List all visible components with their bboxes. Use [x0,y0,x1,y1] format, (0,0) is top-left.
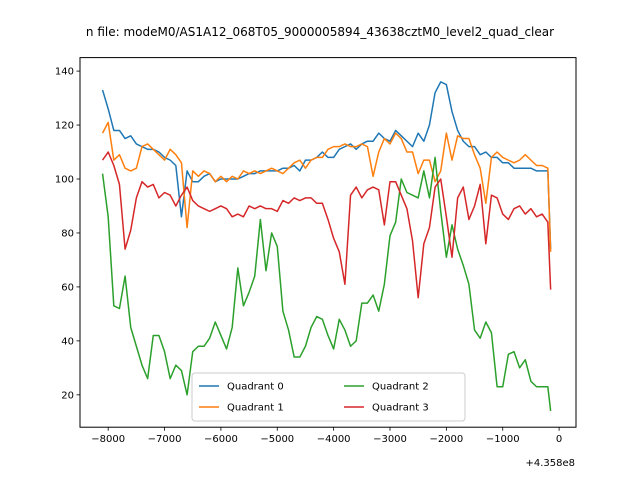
y-tick-label: 120 [55,121,74,132]
x-tick-label: −6000 [204,434,238,445]
legend: Quadrant 0 Quadrant 1 Quadrant 2 Quadrant 3 [191,372,466,422]
plot-area [101,81,552,412]
x-tick-label: −8000 [91,434,125,445]
legend-label-quadrant-0: Quadrant 0 [227,382,284,393]
legend-label-quadrant-2: Quadrant 2 [372,382,429,393]
series-line-quadrant-3 [101,151,552,299]
y-tick-label: 20 [61,390,74,401]
x-offset-label: +4.358e8 [525,458,575,469]
y-tick-label: 140 [55,67,74,78]
series-line-quadrant-0 [101,81,552,250]
series-line-quadrant-2 [101,156,552,412]
chart-title: n file: modeM0/AS1A12_068T05_9000005894_… [86,25,554,39]
x-tick-label: −5000 [260,434,294,445]
x-axis: −8000 −7000 −6000 −5000 −4000 −3000 −2000 −1000… [91,427,562,445]
legend-box [191,372,466,422]
y-tick-label: 40 [61,336,74,347]
x-tick-label: −2000 [429,434,463,445]
legend-label-quadrant-3: Quadrant 3 [372,403,429,414]
y-axis: 20 40 60 80 100 120 140 [55,67,80,401]
x-tick-label: −7000 [148,434,182,445]
y-tick-label: 80 [61,228,74,239]
x-tick-label: −1000 [486,434,520,445]
series-line-quadrant-1 [101,121,552,252]
y-tick-label: 100 [55,175,74,186]
x-tick-label: −3000 [373,434,407,445]
legend-label-quadrant-1: Quadrant 1 [227,403,284,414]
y-tick-label: 60 [61,282,74,293]
x-tick-label: −4000 [317,434,351,445]
x-tick-label: 0 [556,434,562,445]
plot-frame [79,57,577,428]
